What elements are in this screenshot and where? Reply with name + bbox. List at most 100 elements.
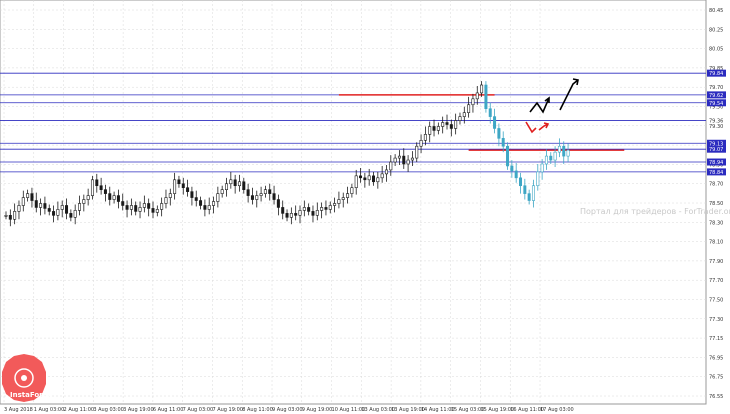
candle-body xyxy=(285,213,289,218)
candle-body xyxy=(99,185,103,190)
candle-body xyxy=(216,193,220,202)
candle-body xyxy=(142,203,146,208)
x-tick-label: 3 Aug 03:00 xyxy=(93,407,124,413)
candle-body xyxy=(95,179,99,187)
x-tick-label: 7 Aug 19:00 xyxy=(212,407,243,413)
x-tick-label: 3 Aug 19:00 xyxy=(123,407,154,413)
level-label: 79.62 xyxy=(709,93,723,99)
candle-body xyxy=(471,98,475,106)
candle-body xyxy=(419,140,423,147)
candle-body xyxy=(177,179,181,185)
candle-body xyxy=(363,177,367,181)
candle-body xyxy=(544,155,548,165)
level-label: 79.13 xyxy=(709,141,723,147)
candle-body xyxy=(147,203,151,209)
candle-body xyxy=(454,120,458,129)
candle-body xyxy=(337,199,341,204)
candle-body xyxy=(540,163,544,173)
candle-body xyxy=(13,211,17,220)
candle-body xyxy=(129,205,133,210)
candle-body xyxy=(445,122,449,125)
level-label-bg xyxy=(707,69,726,77)
candle-body xyxy=(389,161,393,171)
candle-body xyxy=(82,199,86,204)
logo-text: InstaForex xyxy=(10,391,52,399)
candle-body xyxy=(393,157,397,163)
y-tick-label: 78.50 xyxy=(709,201,723,207)
candle-body xyxy=(39,203,43,208)
candle-body xyxy=(43,203,47,209)
candle-body xyxy=(384,169,388,175)
watermark-text: Портал для трейдеров - ForTrader.org xyxy=(580,207,730,216)
candle-body xyxy=(151,208,155,213)
candle-body xyxy=(259,193,263,196)
y-tick-label: 77.70 xyxy=(709,278,723,284)
candle-body xyxy=(52,211,56,216)
candle-body xyxy=(480,84,484,94)
candle-body xyxy=(428,126,432,135)
candle-body xyxy=(112,195,116,200)
candles xyxy=(4,81,484,227)
y-tick-label: 77.15 xyxy=(709,336,723,342)
x-tick-label: 8 Aug 11:00 xyxy=(242,407,273,413)
candle-body xyxy=(56,209,60,216)
candle-body xyxy=(307,207,311,212)
candle-body xyxy=(458,116,462,121)
red-arrow-path-2 xyxy=(538,123,549,131)
candle-body xyxy=(436,126,440,131)
candle-body xyxy=(60,205,64,210)
candle-body xyxy=(441,122,445,127)
x-tick-label: 16 Aug 11:00 xyxy=(510,407,544,413)
logo-emblem-icon xyxy=(14,368,34,388)
candle-body xyxy=(346,193,350,198)
candle-body xyxy=(276,199,280,208)
candle-body xyxy=(302,207,306,211)
candle-body xyxy=(116,195,120,202)
candle-body xyxy=(125,205,129,210)
candle-body xyxy=(78,203,82,211)
y-tick-label: 80.45 xyxy=(709,8,723,14)
grid-layer xyxy=(0,0,706,404)
x-tick-label: 10 Aug 11:00 xyxy=(332,407,366,413)
candle-body xyxy=(484,84,488,110)
candle-body xyxy=(410,157,414,161)
candle-body xyxy=(376,177,380,183)
y-tick-label: 76.55 xyxy=(709,394,723,400)
candle-body xyxy=(47,208,51,212)
candle-body xyxy=(121,201,125,206)
candle-body xyxy=(207,205,211,210)
candle-body xyxy=(26,193,30,198)
y-tick-label: 76.75 xyxy=(709,375,723,381)
candle-body xyxy=(462,112,466,117)
x-tick-label: 14 Aug 11:00 xyxy=(421,407,455,413)
level-label: 79.84 xyxy=(709,71,723,77)
candle-body xyxy=(237,181,241,187)
level-label-bg xyxy=(707,99,726,107)
y-tick-label: 79.50 xyxy=(709,105,723,111)
candle-body xyxy=(311,211,315,216)
forecast-candles xyxy=(484,81,570,208)
x-tick-label: 15 Aug 19:00 xyxy=(480,407,514,413)
candle-body xyxy=(212,201,216,206)
y-tick-label: 77.30 xyxy=(709,317,723,323)
candle-body xyxy=(510,165,514,172)
candle-body xyxy=(229,179,233,185)
candle-body xyxy=(562,145,566,157)
candle-body xyxy=(523,185,527,194)
level-label-bg xyxy=(707,158,726,166)
x-tick-label: 15 Aug 03:00 xyxy=(451,407,485,413)
red-arrow-path-1 xyxy=(525,121,537,134)
candle-body xyxy=(173,179,177,194)
candle-body xyxy=(194,197,198,201)
candle-body xyxy=(423,134,427,141)
candle-body xyxy=(86,195,90,200)
x-tick-label: 6 Aug 11:00 xyxy=(153,407,184,413)
candle-body xyxy=(415,145,419,159)
x-tick-label: 9 Aug 03:00 xyxy=(272,407,303,413)
candle-body xyxy=(566,149,570,157)
plot-frame xyxy=(0,0,707,405)
y-tick-label: 78.10 xyxy=(709,240,723,246)
level-label: 78.84 xyxy=(709,170,723,176)
instaforex-logo: InstaForex xyxy=(2,354,52,402)
